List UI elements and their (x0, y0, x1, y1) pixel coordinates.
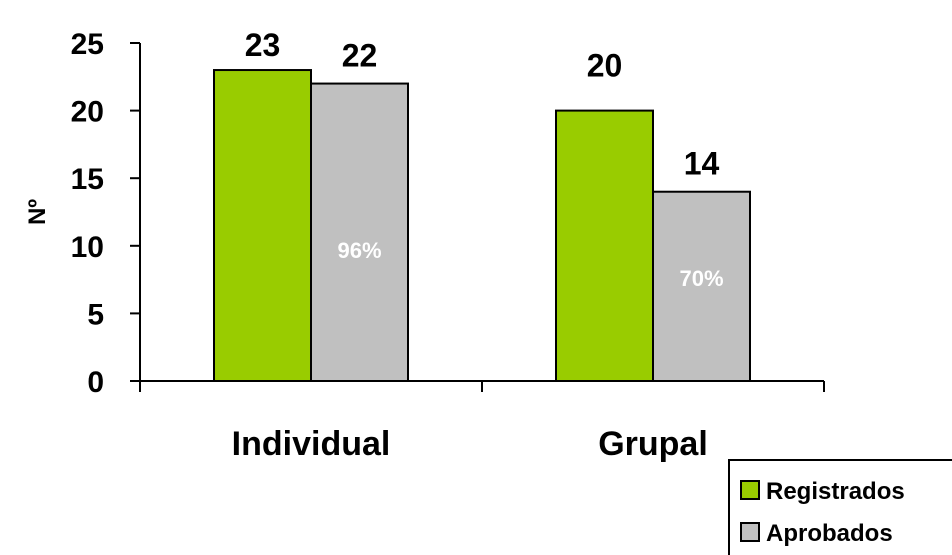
bar-registrados-individual (213, 69, 312, 382)
x-axis: Individual Grupal (139, 380, 825, 463)
percentage-annotation: 70% (679, 266, 723, 291)
y-axis: 0 5 10 15 20 25 (71, 28, 141, 399)
data-label: 14 (684, 146, 720, 182)
percentage-annotation: 96% (337, 238, 381, 263)
y-tick-label: 25 (71, 28, 104, 61)
legend-swatch-aprobados (740, 522, 760, 542)
legend-swatch-registrados (740, 480, 760, 500)
data-labels: 23 22 96% 20 14 70% (245, 27, 724, 291)
y-ticks: 0 5 10 15 20 25 (71, 28, 140, 399)
data-label: 20 (587, 48, 623, 84)
legend-label-aprobados: Aprobados (766, 520, 893, 547)
y-axis-title: Nº (24, 199, 51, 225)
legend: Registrados Aprobados (728, 459, 952, 555)
legend-label-registrados: Registrados (766, 478, 905, 505)
category-label: Grupal (598, 425, 708, 463)
bars (213, 69, 751, 382)
category-label: Individual (232, 425, 391, 463)
plot-area: 0 5 10 15 20 25 Individual Grupal 23 22 96% 20 14… (24, 27, 825, 463)
y-tick-label: 20 (71, 96, 104, 129)
data-label: 23 (245, 27, 281, 63)
bar-aprobados-individual (310, 82, 409, 382)
bar-aprobados-grupal (652, 190, 751, 382)
bar-registrados-grupal (555, 109, 654, 382)
y-tick-label: 0 (87, 366, 104, 399)
y-tick-label: 5 (87, 298, 104, 331)
y-tick-label: 10 (71, 231, 104, 264)
y-tick-label: 15 (71, 163, 104, 196)
data-label: 22 (342, 38, 378, 74)
legend-box (728, 459, 952, 555)
